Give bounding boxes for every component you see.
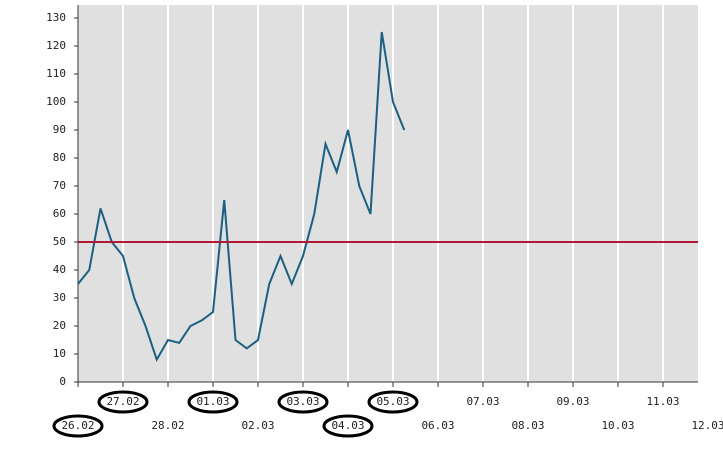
y-tick-label: 120 — [46, 39, 66, 52]
circle — [52, 414, 104, 438]
circle — [97, 390, 149, 414]
y-tick-label: 30 — [53, 291, 66, 304]
y-tick-label: 100 — [46, 95, 66, 108]
x-tick-label: 12.03 — [691, 419, 723, 432]
y-tick-label: 70 — [53, 179, 66, 192]
y-tick-label: 10 — [53, 347, 66, 360]
y-tick-label: 20 — [53, 319, 66, 332]
y-tick-label: 130 — [46, 11, 66, 24]
x-tick-label: 26.02 — [61, 419, 94, 432]
x-tick-label: 03.03 — [286, 395, 319, 408]
x-tick-label: 10.03 — [601, 419, 634, 432]
x-tick-label: 05.03 — [376, 395, 409, 408]
y-tick-label: 0 — [59, 375, 66, 388]
y-tick-label: 80 — [53, 151, 66, 164]
circle — [187, 390, 239, 414]
line-series — [77, 31, 406, 363]
y-tick-label: 90 — [53, 123, 66, 136]
x-tick-label: 06.03 — [421, 419, 454, 432]
x-tick-label: 27.02 — [106, 395, 139, 408]
y-tick-label: 110 — [46, 67, 66, 80]
y-tick-label: 60 — [53, 207, 66, 220]
y-tick-label: 40 — [53, 263, 66, 276]
x-tick-label: 04.03 — [331, 419, 364, 432]
x-tick-label: 09.03 — [556, 395, 589, 408]
circle — [367, 390, 419, 414]
x-tick-label: 11.03 — [646, 395, 679, 408]
circle — [322, 414, 374, 438]
x-tick-label: 01.03 — [196, 395, 229, 408]
y-tick-label: 50 — [53, 235, 66, 248]
x-tick-label: 07.03 — [466, 395, 499, 408]
marks: 0 10 20 30 40 50 60 70 80 90 100 110 120 130 26.02 27.0… — [46, 5, 723, 432]
circle — [277, 390, 329, 414]
annotation-circles — [52, 390, 419, 438]
plot-background — [78, 5, 698, 382]
x-tick-label: 08.03 — [511, 419, 544, 432]
x-tick-label: 02.03 — [241, 419, 274, 432]
x-tick-label: 28.02 — [151, 419, 184, 432]
